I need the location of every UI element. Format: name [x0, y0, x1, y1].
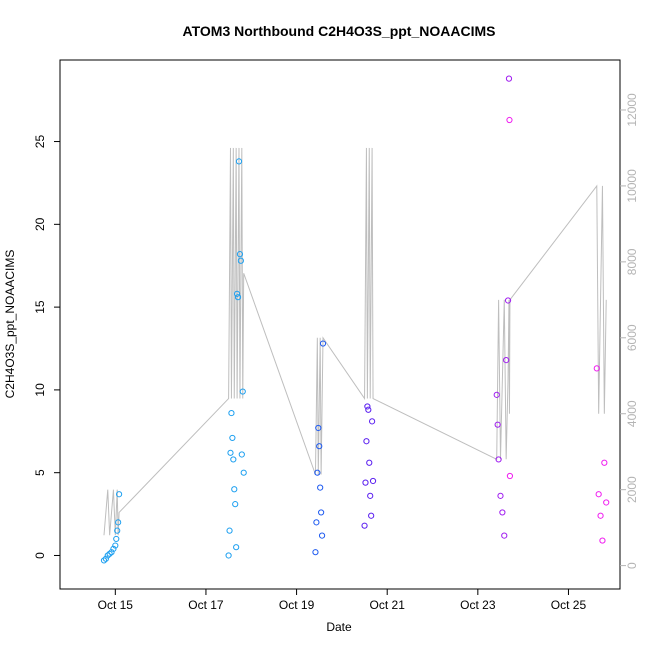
- data-point: [318, 532, 326, 539]
- data-point: [228, 409, 235, 417]
- y-tick-label: 0: [33, 552, 47, 559]
- x-axis-label: Date: [326, 620, 352, 634]
- y-tick-label: 25: [33, 135, 47, 149]
- secondary-line: [103, 147, 607, 536]
- x-tick-label: Oct 23: [460, 598, 496, 612]
- data-point: [233, 544, 240, 551]
- data-point: [597, 512, 604, 519]
- y2-tick-label: 8000: [625, 248, 639, 275]
- data-point: [114, 527, 121, 534]
- plot-frame: [59, 59, 621, 590]
- data-point: [238, 451, 245, 458]
- y-axis-label: C2H4O3S_ppt_NOAACIMS: [3, 250, 17, 399]
- data-point: [315, 424, 322, 432]
- data-point: [497, 492, 504, 499]
- data-point: [593, 365, 600, 372]
- data-point: [366, 459, 373, 466]
- data-point: [603, 499, 610, 506]
- data-point: [229, 434, 236, 442]
- data-point: [367, 492, 374, 499]
- x-tick-label: Oct 19: [279, 598, 315, 612]
- data-point: [506, 472, 514, 480]
- data-point: [106, 550, 113, 557]
- data-point: [115, 491, 123, 498]
- x-tick-label: Oct 21: [370, 598, 406, 612]
- data-point: [102, 555, 109, 562]
- data-point: [312, 549, 319, 556]
- y-tick-label: 20: [33, 217, 47, 231]
- data-point: [363, 438, 370, 445]
- data-point: [237, 257, 244, 264]
- data-point: [233, 290, 241, 297]
- data-point: [601, 459, 608, 466]
- y2-axis: 0 2000 4000 6000 8000 10000 12000: [620, 93, 639, 569]
- data-point: [493, 391, 500, 398]
- data-point: [316, 443, 323, 450]
- data-point: [235, 158, 243, 165]
- data-point: [100, 557, 108, 564]
- y2-tick-label: 0: [625, 562, 639, 569]
- data-point: [319, 340, 327, 347]
- y2-tick-label: 10000: [625, 169, 639, 203]
- data-point: [495, 456, 502, 463]
- data-point: [226, 527, 233, 534]
- data-point: [318, 509, 325, 516]
- chart-title: ATOM3 Northbound C2H4O3S_ppt_NOAACIMS: [183, 23, 496, 39]
- data-points: [100, 75, 610, 564]
- y-tick-label: 15: [33, 300, 47, 314]
- data-point: [110, 545, 117, 552]
- data-point: [236, 251, 244, 258]
- x-tick-label: Oct 15: [98, 598, 134, 612]
- y2-tick-label: 2000: [625, 476, 639, 503]
- data-point: [499, 509, 506, 516]
- data-point: [501, 532, 508, 539]
- y2-tick-label: 6000: [625, 324, 639, 351]
- data-point: [115, 519, 122, 526]
- data-point: [317, 484, 324, 491]
- x-axis: Oct 15 Oct 17 Oct 19 Oct 21 Oct 23 Oct 25: [98, 589, 587, 612]
- data-point: [232, 501, 239, 508]
- data-point: [365, 406, 372, 413]
- data-point: [599, 537, 606, 544]
- data-point: [231, 486, 238, 493]
- y-axis: 0 5 10 15 20 25: [33, 135, 60, 559]
- data-point: [368, 512, 375, 519]
- data-point: [104, 552, 111, 559]
- data-point: [225, 552, 232, 559]
- y-tick-label: 5: [33, 469, 47, 476]
- secondary-series-line: [103, 147, 607, 536]
- data-point: [239, 388, 246, 395]
- data-point: [368, 418, 376, 425]
- data-point: [112, 542, 119, 549]
- data-point: [240, 469, 247, 476]
- data-point: [504, 297, 512, 304]
- x-tick-label: Oct 17: [188, 598, 224, 612]
- data-point: [494, 421, 501, 428]
- data-point: [230, 456, 237, 463]
- data-point: [227, 449, 234, 456]
- x-tick-label: Oct 25: [551, 598, 587, 612]
- data-point: [313, 519, 320, 526]
- data-point: [362, 479, 369, 486]
- data-point: [505, 75, 513, 82]
- y2-tick-label: 4000: [625, 400, 639, 427]
- data-point: [506, 116, 513, 124]
- data-point: [364, 403, 371, 410]
- data-point: [369, 477, 377, 485]
- data-point: [503, 356, 510, 364]
- y2-tick-label: 12000: [625, 93, 639, 127]
- data-point: [361, 522, 368, 529]
- y-tick-label: 10: [33, 383, 47, 397]
- data-point: [595, 491, 602, 498]
- data-point: [234, 294, 242, 301]
- data-point: [108, 549, 115, 556]
- data-point: [113, 535, 120, 543]
- data-point: [314, 469, 321, 476]
